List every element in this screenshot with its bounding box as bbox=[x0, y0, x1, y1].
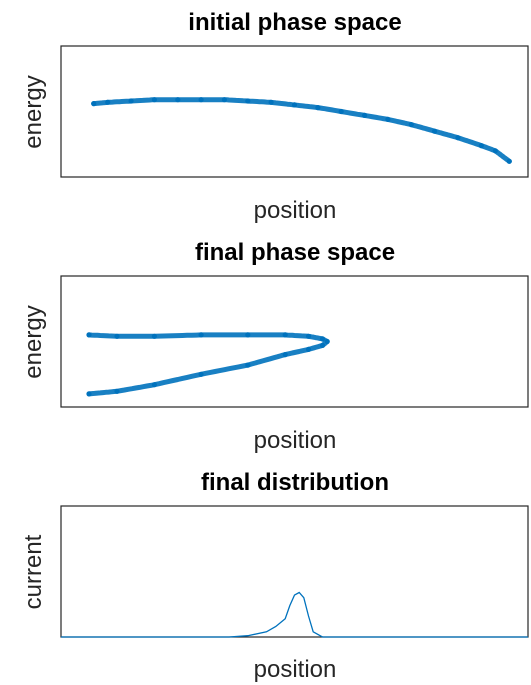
final-phase-space-point bbox=[245, 332, 251, 338]
initial-phase-space-point bbox=[362, 112, 368, 118]
initial-phase-space-point bbox=[291, 102, 298, 108]
initial-phase-space-point bbox=[506, 158, 512, 164]
initial-phase-space-panel: initial phase space energy position bbox=[20, 9, 529, 224]
initial-phase-space-point bbox=[245, 98, 251, 104]
final-distribution-xlabel: position bbox=[254, 656, 337, 683]
initial-phase-space-point bbox=[408, 122, 414, 128]
final-phase-space-xlabel: position bbox=[254, 427, 337, 454]
initial-phase-space-point bbox=[478, 143, 484, 149]
initial-phase-space-point bbox=[221, 97, 227, 103]
initial-phase-space-marks bbox=[91, 97, 512, 164]
final-phase-space-point bbox=[198, 371, 204, 377]
initial-phase-space-title: initial phase space bbox=[188, 9, 401, 36]
initial-phase-space-point bbox=[105, 99, 111, 105]
initial-phase-space-point bbox=[91, 101, 97, 107]
initial-phase-space-point bbox=[175, 97, 181, 103]
initial-phase-space-point bbox=[492, 148, 498, 154]
final-distribution-line bbox=[61, 591, 528, 638]
final-phase-space-point bbox=[282, 332, 288, 338]
final-distribution-ylabel: current bbox=[20, 534, 47, 609]
final-phase-space-point bbox=[114, 333, 120, 339]
final-phase-space-point bbox=[151, 382, 157, 388]
final-phase-space-point bbox=[86, 391, 92, 397]
initial-phase-space-point bbox=[455, 135, 461, 141]
initial-phase-space-point bbox=[151, 97, 157, 103]
initial-phase-space-point bbox=[385, 116, 391, 122]
final-distribution-panel: final distribution current position bbox=[20, 469, 529, 683]
final-distribution-marks bbox=[61, 591, 528, 638]
final-phase-space-point bbox=[245, 362, 251, 368]
initial-phase-space-axes bbox=[60, 45, 529, 178]
final-phase-space-marks bbox=[86, 332, 330, 397]
final-phase-space-point bbox=[86, 332, 92, 338]
final-phase-space-title: final phase space bbox=[195, 239, 395, 266]
final-phase-space-point bbox=[305, 333, 312, 339]
initial-phase-space-xlabel: position bbox=[254, 197, 337, 224]
initial-phase-space-point bbox=[338, 108, 344, 115]
initial-phase-space-point bbox=[128, 98, 134, 104]
final-phase-space-ylabel: energy bbox=[20, 305, 47, 378]
final-phase-space-panel: final phase space energy position bbox=[20, 239, 529, 454]
final-distribution-title: final distribution bbox=[201, 469, 389, 496]
final-phase-space-point bbox=[151, 333, 157, 339]
final-phase-space-axes bbox=[60, 275, 529, 408]
initial-phase-space-point bbox=[432, 128, 438, 134]
initial-phase-space-point bbox=[315, 105, 321, 111]
initial-phase-space-ylabel: energy bbox=[20, 75, 47, 148]
final-phase-space-point bbox=[198, 332, 204, 338]
final-phase-space-point bbox=[319, 336, 326, 342]
initial-phase-space-point bbox=[198, 97, 204, 103]
final-phase-space-point bbox=[319, 342, 326, 348]
final-distribution-axes bbox=[60, 505, 529, 638]
initial-phase-space-point bbox=[268, 99, 274, 105]
final-phase-space-point bbox=[282, 352, 288, 358]
final-phase-space-point bbox=[305, 346, 312, 352]
final-phase-space-point bbox=[324, 338, 330, 345]
initial-phase-space-particle-band bbox=[91, 97, 512, 164]
final-phase-space-point bbox=[114, 388, 120, 394]
